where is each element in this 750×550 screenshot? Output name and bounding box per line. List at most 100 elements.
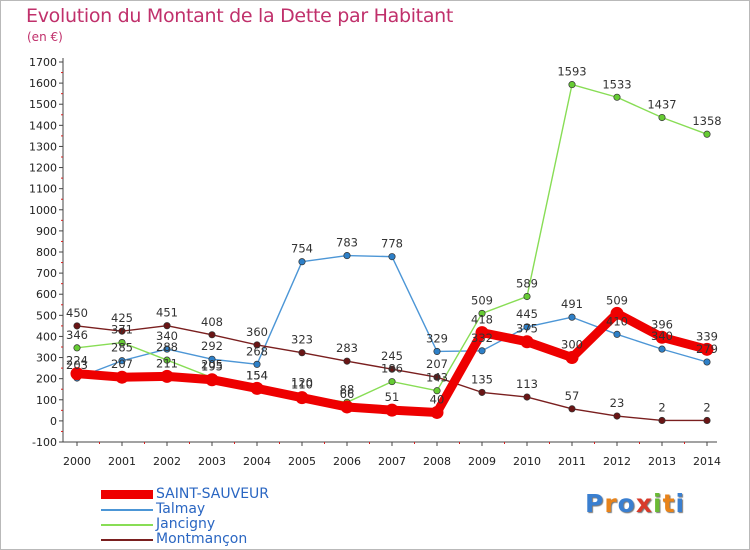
data-point xyxy=(703,416,711,425)
data-label: 288 xyxy=(156,340,178,354)
data-label: 451 xyxy=(156,306,178,320)
data-point xyxy=(118,327,126,335)
x-tick-label: 2010 xyxy=(513,455,541,468)
chart-unit: (en €) xyxy=(27,30,63,44)
data-label: 778 xyxy=(381,237,403,251)
data-label: 410 xyxy=(606,314,628,328)
data-point xyxy=(430,405,444,419)
y-tick-label: 500 xyxy=(36,309,57,322)
data-label: 224 xyxy=(66,354,88,368)
data-point xyxy=(478,309,486,317)
x-tick-label: 2009 xyxy=(468,455,496,468)
data-label: 1358 xyxy=(692,114,721,128)
y-tick-label: 400 xyxy=(36,330,57,343)
logo-letter: x xyxy=(635,489,653,518)
data-point xyxy=(568,405,576,413)
y-tick-label: 900 xyxy=(36,225,57,238)
data-point xyxy=(298,349,306,357)
data-label: 211 xyxy=(156,356,178,370)
data-label: 135 xyxy=(471,372,493,386)
data-point xyxy=(73,322,81,330)
data-label: 154 xyxy=(246,368,268,382)
y-tick-label: 200 xyxy=(36,373,57,386)
data-point xyxy=(613,330,621,338)
legend-label: SAINT-SAUVEUR xyxy=(156,486,270,502)
data-label: 509 xyxy=(471,293,493,307)
x-tick-label: 2004 xyxy=(243,455,271,468)
data-point xyxy=(208,331,216,339)
data-point xyxy=(703,358,711,366)
legend-swatch xyxy=(101,524,153,526)
data-point xyxy=(433,347,441,355)
x-tick-label: 2011 xyxy=(558,455,586,468)
data-point xyxy=(613,412,621,420)
logo-letter: o xyxy=(617,489,636,518)
data-label: 509 xyxy=(606,293,628,307)
y-tick-label: 1600 xyxy=(29,77,57,90)
x-tick-label: 2005 xyxy=(288,455,316,468)
data-label: 120 xyxy=(291,376,313,390)
data-label: 445 xyxy=(516,307,538,321)
data-label: 1437 xyxy=(647,98,676,112)
data-label: 418 xyxy=(471,313,493,327)
data-label: 300 xyxy=(561,338,583,352)
data-label: 371 xyxy=(111,323,133,337)
y-tick-label: 1200 xyxy=(29,162,57,175)
data-point xyxy=(433,387,441,395)
legend-label: Talmay xyxy=(156,501,206,517)
x-tick-label: 2013 xyxy=(648,455,676,468)
y-tick-label: 1100 xyxy=(29,183,57,196)
data-point xyxy=(658,113,666,122)
data-point xyxy=(433,373,441,381)
logo-letter: r xyxy=(604,489,618,518)
data-point xyxy=(523,292,531,301)
data-point xyxy=(253,360,261,368)
proxiti-logo: Proxiti xyxy=(585,489,685,518)
y-tick-label: 0 xyxy=(50,415,57,428)
data-point xyxy=(388,365,396,373)
data-label: 2 xyxy=(703,400,710,414)
data-point xyxy=(658,416,666,425)
data-label: 283 xyxy=(336,341,358,355)
data-label: 207 xyxy=(426,357,448,371)
data-label: 203 xyxy=(66,358,88,372)
data-point xyxy=(343,357,351,365)
legend-swatch xyxy=(101,539,153,541)
data-label: 375 xyxy=(516,322,538,336)
y-tick-label: 1300 xyxy=(29,140,57,153)
data-point xyxy=(613,93,621,101)
data-label: 205 xyxy=(201,358,223,372)
data-label: 51 xyxy=(385,390,400,404)
logo-letter: i xyxy=(653,489,663,518)
x-tick-label: 2008 xyxy=(423,455,451,468)
data-label: 396 xyxy=(651,317,673,331)
data-label: 110 xyxy=(291,378,313,392)
data-label: 589 xyxy=(516,277,538,291)
y-tick-label: 1000 xyxy=(29,204,57,217)
data-point xyxy=(565,351,579,365)
y-tick-label: -100 xyxy=(32,436,57,449)
data-label: 88 xyxy=(340,382,355,396)
data-point xyxy=(388,378,396,386)
data-point xyxy=(163,322,171,330)
data-point xyxy=(388,253,396,261)
y-tick-label: 800 xyxy=(36,246,57,259)
data-point xyxy=(250,381,264,395)
legend-label: Montmançon xyxy=(156,531,248,547)
data-label: 57 xyxy=(565,389,580,403)
logo-letter: t xyxy=(662,489,676,518)
data-point xyxy=(118,339,126,347)
data-label: 332 xyxy=(471,331,493,345)
x-tick-label: 2000 xyxy=(63,455,91,468)
data-label: 491 xyxy=(561,297,583,311)
data-label: 113 xyxy=(516,377,538,391)
data-label: 360 xyxy=(246,325,268,339)
data-label: 245 xyxy=(381,349,403,363)
data-point xyxy=(520,335,534,349)
data-label: 186 xyxy=(381,362,403,376)
data-label: 329 xyxy=(426,331,448,345)
data-point xyxy=(73,344,81,352)
logo-letter: i xyxy=(675,489,686,518)
